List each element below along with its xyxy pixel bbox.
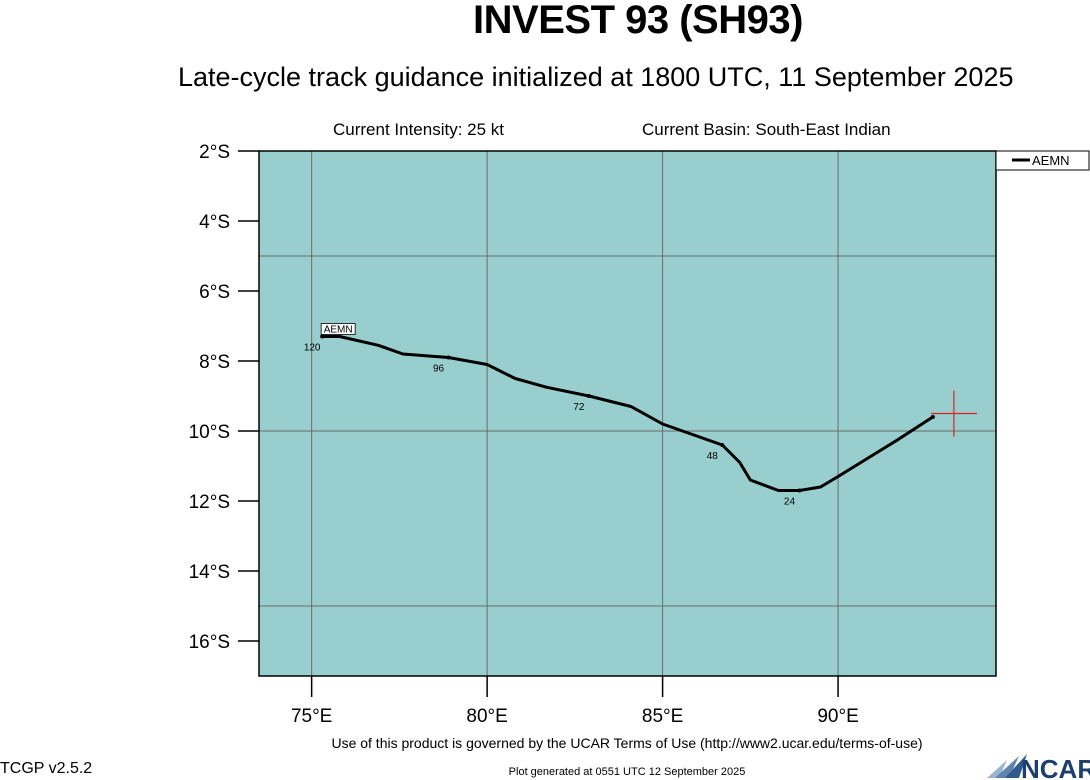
track-point [797,488,802,493]
y-tick-label: 6°S [199,282,230,303]
x-tick-label: 80°E [466,706,507,727]
track-point [586,394,591,398]
track-point [930,415,935,419]
track-point [720,443,725,447]
forecast-hour-label: 72 [573,402,585,413]
forecast-hour-label: 96 [433,364,445,375]
chart-subtitle: Late-cycle track guidance initialized at… [178,62,1014,92]
legend-label: AEMN [1032,153,1070,168]
legend-box [995,150,1090,171]
current-basin: Current Basin: South-East Indian [642,120,891,139]
y-tick-label: 8°S [199,352,230,373]
ncar-logo: NCAR [987,754,1090,780]
y-tick-label: 10°S [189,422,230,443]
version-label: TCGP v2.5.2 [0,760,93,777]
ncar-logo-text: NCAR [1021,754,1090,780]
y-tick-label: 16°S [189,632,230,653]
terms-of-use-note: Use of this product is governed by the U… [331,735,923,751]
track-line-aemn [322,335,934,492]
track-end-label: AEMN [324,325,353,336]
track-end-label-box [320,323,356,335]
forecast-hour-label: 48 [707,451,719,462]
y-tick-label: 14°S [189,562,230,583]
plot-frame [258,150,997,677]
x-tick-label: 75°E [291,706,332,727]
ncar-logo-icon [987,754,1027,778]
y-tick-label: 2°S [199,142,230,163]
y-tick-label: 4°S [199,212,230,233]
track-point [320,334,325,339]
track-point [446,355,451,360]
x-tick-label: 85°E [642,706,683,727]
plot-area [259,151,996,676]
chart-title: INVEST 93 (SH93) [473,0,803,42]
x-tick-label: 90°E [817,706,858,727]
y-tick-label: 12°S [189,492,230,513]
generated-timestamp: Plot generated at 0551 UTC 12 September … [508,766,746,778]
forecast-hour-label: 120 [304,343,321,354]
current-intensity: Current Intensity: 25 kt [333,120,505,139]
forecast-hour-label: 24 [784,497,796,508]
